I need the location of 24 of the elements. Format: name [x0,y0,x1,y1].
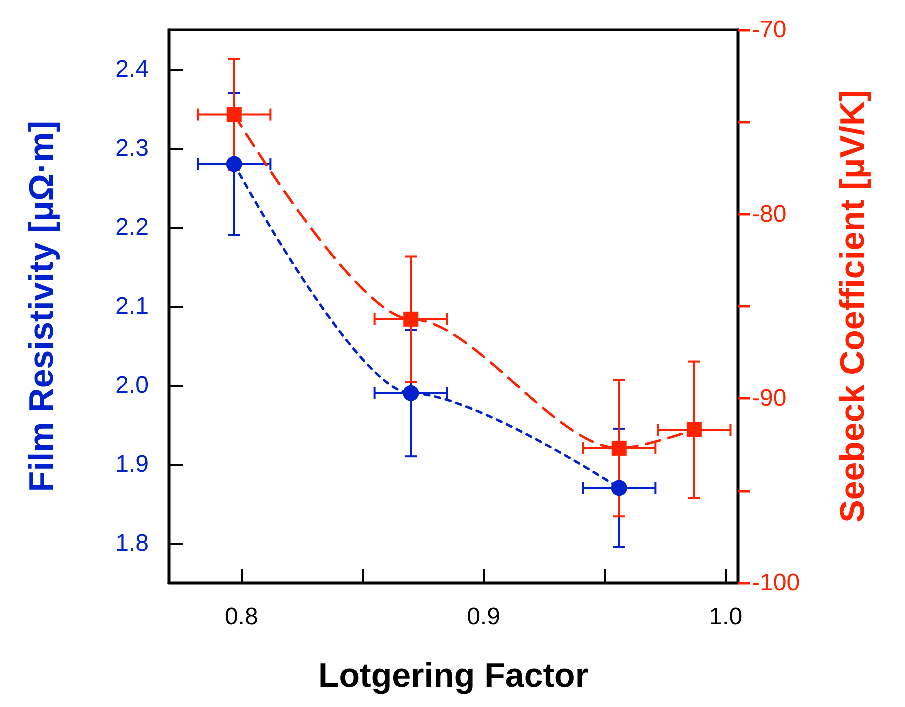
point [226,156,242,172]
y2-tick-label: -70 [752,16,787,44]
y-tick-label: 2.3 [116,135,149,162]
x-tick-label: 0.9 [467,604,500,630]
y-axis-title: Film Resistivity [μΩ·m] [23,120,61,492]
point [611,480,628,496]
x-tick-label: 1.0 [709,604,743,630]
y2-tick-label: -80 [752,200,787,228]
x-tick-label: 0.8 [224,604,258,630]
point [403,385,420,402]
y-tick-label: 2.2 [116,214,149,241]
y-tick-label: 2.0 [116,372,149,399]
point [686,422,702,438]
point [612,440,627,456]
y-tick-label: 1.9 [116,451,149,478]
y-tick-label: 2.4 [116,56,149,83]
point [226,107,242,122]
point [404,312,419,327]
y2-axis-title: Seebeck Coefficient [μV/K] [834,90,872,523]
y-tick-label: 1.8 [116,530,149,557]
y2-tick-label: -100 [752,570,800,596]
x-axis-title: Lotgering Factor [318,657,589,695]
y-tick-label: 2.1 [116,293,149,320]
y2-tick-label: -90 [752,385,787,412]
